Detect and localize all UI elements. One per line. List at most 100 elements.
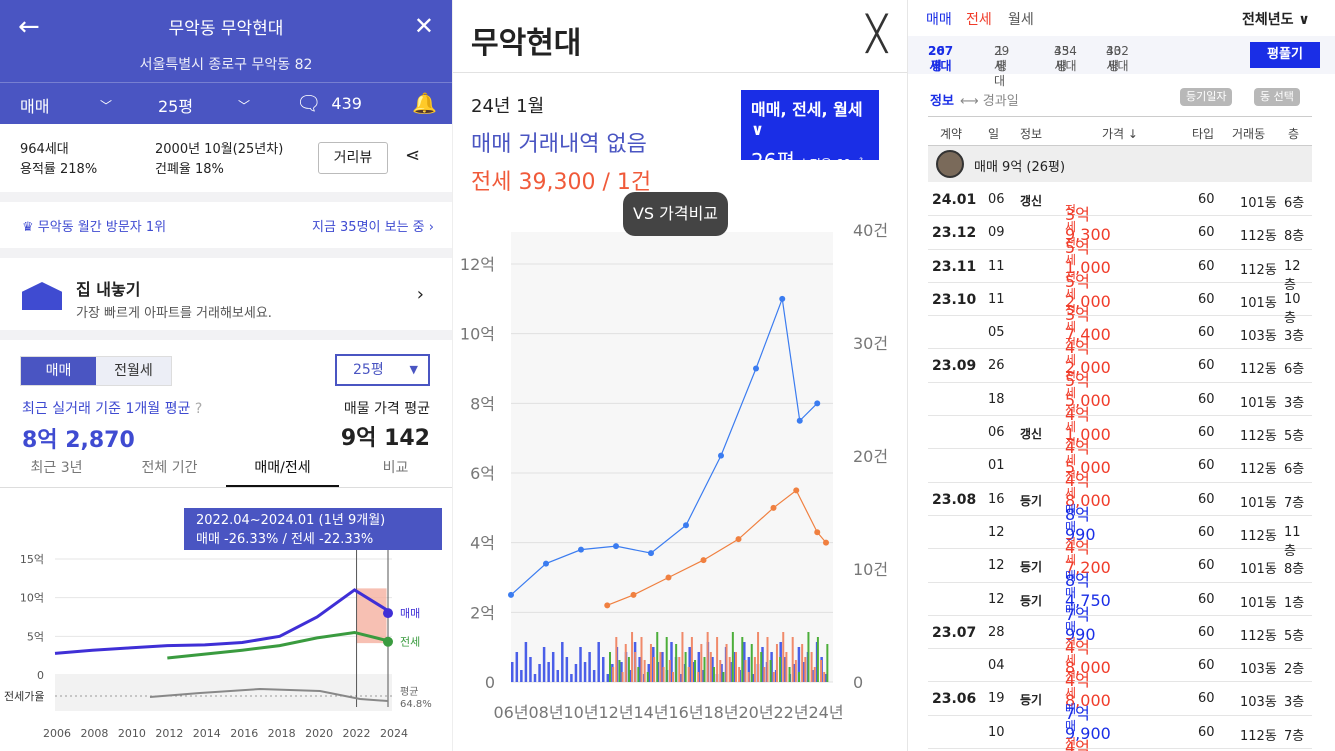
volume-bar [638, 657, 641, 682]
registration-date-chip[interactable]: 등기일자 [1180, 88, 1233, 106]
visitor-banner[interactable]: ♛ 무악동 월간 방문자 1위 지금 35명이 보는 중 › [0, 202, 452, 248]
series-label: 전세 [400, 636, 420, 649]
building-cell: 112동 [1240, 462, 1277, 478]
toggle-sale[interactable]: 매매 [21, 357, 96, 385]
volume-bar [602, 657, 605, 682]
volume-bar [712, 667, 715, 682]
volume-bar [810, 652, 813, 682]
x-tick-label: 2018 [268, 727, 296, 740]
toggle-rent[interactable]: 전월세 [96, 357, 171, 385]
volume-bar [606, 674, 610, 682]
table-row[interactable]: 18 전세 4억 1,000 60 101동 3층 [928, 383, 1312, 444]
floor-cell: 7층 [1284, 728, 1305, 744]
contract-day: 18 [988, 391, 1005, 407]
selected-size: 26평 [751, 149, 795, 173]
table-row[interactable]: 23.10 11 전세 3억 7,400 60 101동 10층 [928, 283, 1312, 344]
close-icon[interactable]: ✕ [413, 12, 434, 40]
table-row[interactable]: 23.07 28 전세 4억 8,000 60 112동 5층 [928, 616, 1312, 677]
no-sale-text: 매매 거래내역 없음 [471, 132, 647, 157]
page-title: 무악동 무악현대 [168, 19, 284, 39]
tab-jeonse[interactable]: 전세 [966, 12, 992, 28]
table-row[interactable]: 23.12 09 전세 5억 1,000 60 112동 8층 [928, 216, 1312, 277]
comments-button[interactable]: 🗨 439 [296, 91, 362, 115]
table-row[interactable]: 23.11 11 전세 5억 2,000 60 112동 12층 [928, 250, 1312, 311]
share-icon[interactable]: ⋖ [405, 145, 421, 166]
col-contract[interactable]: 계약 [940, 127, 963, 141]
tab-recent-3y[interactable]: 최근 3년 [30, 460, 83, 476]
floor-plan-button[interactable]: 평풀기 [1250, 42, 1320, 68]
volume-bar [793, 664, 796, 682]
bell-icon[interactable]: 🔔 [412, 91, 437, 115]
building-cell: 103동 [1240, 329, 1277, 345]
street-view-button[interactable]: 거리뷰 [318, 142, 388, 174]
volume-bar [802, 662, 805, 682]
table-row[interactable]: 24.01 06 갱신 전세 3억 9,300 60 101동 6층 [928, 183, 1312, 244]
x-tick-label: 18년 [703, 703, 738, 722]
vs-compare-button[interactable]: VS 가격비교 [623, 192, 728, 236]
volume-bar [561, 642, 564, 682]
trade-type-dropdown[interactable]: 매매 ﹀ [20, 93, 112, 117]
volume-bar [763, 667, 766, 682]
x-tick-label: 2020 [305, 727, 333, 740]
table-row[interactable]: 23.08 16 등기 매매 8억 990 60 101동 7층 [928, 483, 1312, 544]
volume-bar [747, 672, 750, 682]
volume-bar [627, 657, 630, 682]
type-cell: 60 [1198, 624, 1215, 640]
volume-bar [744, 660, 747, 682]
col-building[interactable]: 거래동 [1232, 127, 1266, 141]
volume-bar [670, 642, 673, 682]
floor-cell: 6층 [1284, 362, 1305, 378]
transaction-scatter-chart[interactable]: 12억 10억 8억 6억 4억 2억 0 40건 30건 20건 10건 0 06년 08년 10년 12년… [453, 212, 907, 732]
volume-bar [643, 660, 646, 682]
table-row[interactable]: 12 전세 4억 7,200 60 112동 11층 [928, 516, 1312, 577]
tab-monthly[interactable]: 월세 [1008, 12, 1034, 28]
chevron-down-icon: ﹀ [100, 98, 113, 113]
table-row[interactable]: 23.09 26 전세 5억 5,000 60 112동 6층 [928, 349, 1312, 410]
size-select[interactable]: 25평 ▼ [335, 354, 430, 386]
building-select-chip[interactable]: 동 선택 [1254, 88, 1300, 106]
filter-elapsed[interactable]: ⟷ 경과일 [960, 94, 1019, 109]
sell-home-banner[interactable]: 집 내놓기 가장 빠르게 아파트를 거래해보세요. › [0, 258, 452, 330]
exclusive-area: 전용 60㎡ [809, 157, 863, 171]
size-dropdown[interactable]: 25평 ﹀ [158, 93, 250, 117]
volume-bar [804, 657, 807, 682]
selected-month: 24년 1월 [471, 96, 545, 117]
series-point-전세 [700, 557, 707, 564]
table-row[interactable]: 23.06 19 등기 매매 7억 9,900 60 103동 3층 [928, 682, 1312, 743]
table-row[interactable]: 04 전세 4억 8,000 60 103동 2층 [928, 649, 1312, 710]
help-icon[interactable]: ? [194, 401, 203, 417]
floor-cell: 3층 [1284, 395, 1305, 411]
volume-bar [574, 664, 578, 682]
col-type[interactable]: 타입 [1192, 127, 1215, 141]
back-arrow-icon[interactable]: ← [18, 12, 40, 42]
col-price[interactable]: 가격 ↓ [1102, 127, 1138, 141]
listing-summary-row[interactable]: 매매 9억 (26평) [928, 146, 1312, 182]
y-tick-label: 5억 [27, 630, 44, 643]
tab-all-period[interactable]: 전체 기간 [141, 460, 198, 476]
close-icon[interactable]: ╳ [866, 14, 887, 54]
floor-cell: 12층 [1284, 258, 1301, 293]
tab-sale-jeonse[interactable]: 매매/전세 [226, 448, 339, 487]
tab-sale[interactable]: 매매 [926, 12, 952, 28]
col-info[interactable]: 정보 [1020, 127, 1043, 141]
series-point-매매 [796, 417, 803, 424]
trade-filter-box[interactable]: 매매, 전세, 월세 ∨ 26평 | 전용 60㎡ [741, 90, 879, 173]
year-filter[interactable]: 전체년도 ∨ [1242, 12, 1310, 28]
table-row[interactable]: 12 등기 매매 8억 4,750 60 101동 8층 [928, 549, 1312, 610]
table-row[interactable]: 01 전세 4억 8,000 60 112동 6층 [928, 449, 1312, 510]
divider [0, 192, 452, 202]
series-point-전세 [630, 591, 637, 598]
table-row[interactable]: 05 전세 4억 2,000 60 103동 3층 [928, 316, 1312, 377]
contract-day: 12 [988, 558, 1005, 574]
volume-bar [752, 674, 755, 682]
tab-compare[interactable]: 비교 [382, 460, 409, 476]
table-row[interactable]: 06 갱신 전세 4억 5,000 60 112동 5층 [928, 416, 1312, 477]
ratio-line [149, 687, 389, 702]
table-row[interactable]: 10전세4억 7,00060112동7층 [928, 716, 1312, 751]
col-day[interactable]: 일 [988, 127, 1000, 141]
filter-info[interactable]: 정보 [930, 94, 954, 109]
floor-cell: 10층 [1284, 291, 1301, 326]
table-row[interactable]: 12 등기 매매 7억 990 60 101동 1층 [928, 583, 1312, 644]
col-floor[interactable]: 층 [1288, 127, 1300, 141]
